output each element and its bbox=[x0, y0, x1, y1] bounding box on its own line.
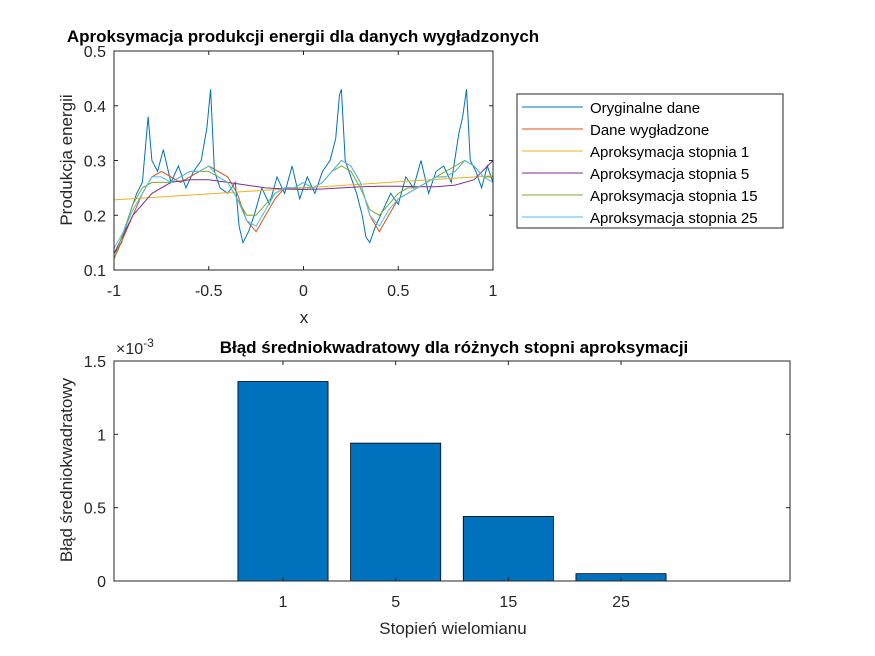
line-y-tick-label: 0.5 bbox=[84, 44, 106, 61]
bar-y-tick-label: 0.5 bbox=[84, 501, 106, 518]
legend-box bbox=[516, 93, 784, 229]
legend-label-5: Aproksymacja stopnia 25 bbox=[590, 210, 758, 227]
bar-y-tick-label: 0 bbox=[97, 574, 106, 591]
bar-y-tick-label: 1.5 bbox=[84, 354, 106, 371]
line-chart: Aproksymacja produkcji energii dla danyc… bbox=[57, 27, 784, 327]
line-y-ticks: 0.1 0.2 0.3 0.4 0.5 bbox=[84, 44, 493, 280]
bar-y-axis-label: Błąd średniokwadratowy bbox=[57, 377, 76, 562]
bar-1 bbox=[237, 381, 329, 582]
line-y-tick-label: 0.2 bbox=[84, 208, 106, 225]
line-chart-title: Aproksymacja produkcji energii dla danyc… bbox=[67, 27, 539, 46]
bar-y-tick-label: 1 bbox=[97, 427, 106, 444]
line-x-tick-label: -1 bbox=[107, 283, 121, 300]
line-y-axis-label: Produkcja energii bbox=[57, 94, 76, 225]
legend-label-4: Aproksymacja stopnia 15 bbox=[590, 188, 758, 205]
line-series-5 bbox=[113, 159, 494, 249]
bar-exponent-value: -3 bbox=[143, 336, 154, 350]
bar-x-tick-label: 1 bbox=[279, 594, 288, 611]
bar-x-tick-label: 5 bbox=[391, 594, 400, 611]
bar-axes-box bbox=[113, 360, 791, 582]
legend-label-0: Oryginalne dane bbox=[590, 100, 700, 117]
legend-label-2: Aproksymacja stopnia 1 bbox=[590, 144, 749, 161]
bar-exponent-label: ×10-3 bbox=[116, 336, 154, 358]
line-y-tick-label: 0.4 bbox=[84, 99, 106, 116]
line-series-0 bbox=[113, 89, 494, 254]
bar-15 bbox=[462, 516, 554, 582]
line-series-1 bbox=[113, 159, 493, 260]
bar-exponent-base: ×10 bbox=[116, 341, 143, 358]
line-plot-area bbox=[113, 89, 494, 260]
line-y-tick-label: 0.1 bbox=[84, 263, 106, 280]
line-x-tick-label: -0.5 bbox=[195, 283, 223, 300]
line-series-4 bbox=[113, 159, 493, 260]
bar-x-tick-label: 25 bbox=[612, 594, 630, 611]
bar-x-axis-label: Stopień wielomianu bbox=[379, 619, 526, 638]
bar-y-ticks: 0 0.5 1 1.5 bbox=[84, 354, 790, 591]
legend-entries: Oryginalne dane Dane wygładzone Aproksymac… bbox=[522, 100, 758, 227]
line-x-ticks: -1 -0.5 0 0.5 1 bbox=[107, 51, 498, 300]
bar-plot-area bbox=[237, 381, 667, 582]
bar-chart: ×10-3 Błąd średniokwadratowy dla różnych… bbox=[57, 336, 791, 638]
bar-x-ticks: 1 5 15 25 bbox=[279, 361, 630, 611]
line-x-tick-label: 1 bbox=[489, 283, 498, 300]
line-axes-box bbox=[113, 50, 494, 271]
line-x-axis-label: x bbox=[300, 308, 309, 327]
bar-5 bbox=[350, 442, 442, 582]
line-y-tick-label: 0.3 bbox=[84, 154, 106, 171]
line-x-tick-label: 0.5 bbox=[387, 283, 409, 300]
line-series-3 bbox=[113, 160, 494, 254]
line-x-tick-label: 0 bbox=[299, 283, 308, 300]
bar-chart-title: Błąd średniokwadratowy dla różnych stopn… bbox=[220, 338, 689, 357]
legend-label-1: Dane wygładzone bbox=[590, 122, 709, 139]
legend: Oryginalne dane Dane wygładzone Aproksymac… bbox=[516, 93, 784, 229]
legend-label-3: Aproksymacja stopnia 5 bbox=[590, 166, 749, 183]
bar-x-tick-label: 15 bbox=[499, 594, 517, 611]
